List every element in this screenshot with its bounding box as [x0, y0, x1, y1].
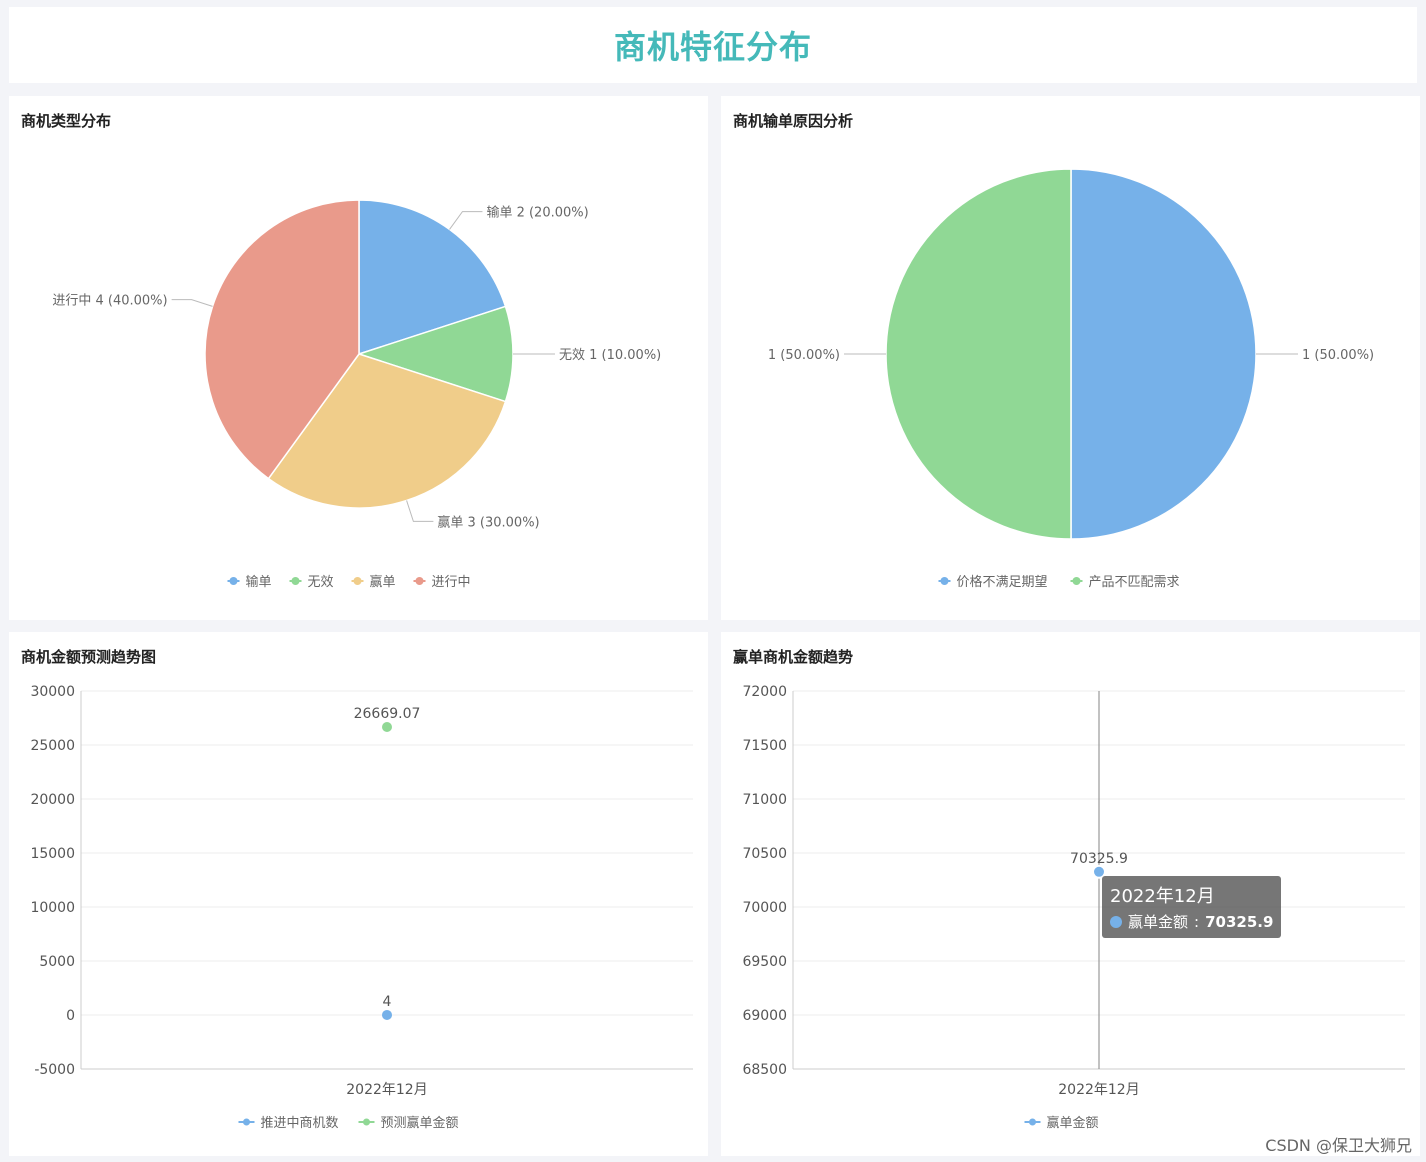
y-tick-label: 71000 — [742, 792, 787, 808]
legend-item: 无效 — [308, 575, 334, 590]
y-tick-label: 10000 — [30, 900, 75, 916]
type-pie-chart: 输单 2 (20.00%) 无效 1 (10.00%) 赢单 3 (30.00%) 进… — [52, 199, 661, 590]
slice-label: 赢单 3 (30.00%) — [437, 514, 539, 530]
y-tick-label: 71500 — [742, 738, 787, 754]
legend-item: 推进中商机数 — [261, 1116, 339, 1131]
slice-label: 1 (50.00%) — [768, 348, 840, 363]
y-tick-label: 15000 — [30, 846, 75, 862]
data-point — [382, 1009, 392, 1020]
y-tick-label: 30000 — [30, 684, 75, 700]
label-leader-line — [171, 299, 213, 307]
legend-item: 赢单金额 — [1047, 1115, 1099, 1131]
header-panel: 商机特征分布 — [9, 7, 1417, 83]
panel-title: 商机金额预测趋势图 — [21, 648, 157, 666]
tooltip-series-dot — [1110, 915, 1122, 928]
legend-marker — [229, 577, 238, 585]
pie-slice — [267, 353, 507, 509]
legend-marker — [243, 1118, 250, 1126]
slice-label: 输单 2 (20.00%) — [486, 205, 588, 221]
y-tick-label: 20000 — [30, 792, 75, 808]
y-tick-label: 5000 — [39, 954, 75, 970]
legend-item: 产品不匹配需求 — [1089, 575, 1180, 590]
panel-title: 商机类型分布 — [21, 112, 112, 130]
data-point — [1092, 864, 1106, 879]
legend-item: 进行中 — [432, 575, 471, 590]
type-distribution-panel: 商机类型分布 输单 2 (20.00%) 无效 1 (10.00%) 赢单 3 (3… — [9, 96, 708, 620]
legend-marker — [1029, 1118, 1036, 1126]
y-tick-label: 25000 — [30, 738, 75, 754]
chart-tooltip: 2022年12月 赢单金额:70325.9 — [1102, 876, 1282, 938]
panel-title: 商机输单原因分析 — [733, 112, 854, 130]
y-tick-label: 69500 — [742, 954, 787, 970]
tooltip-date: 2022年12月 — [1110, 886, 1215, 907]
x-tick-label: 2022年12月 — [1058, 1082, 1139, 1098]
y-tick-label: 70500 — [742, 846, 787, 862]
data-label: 4 — [383, 994, 392, 1010]
loss-reason-panel: 商机输单原因分析 1 (50.00%) 1 (50.00%) 价格不满足期望 产品不匹… — [721, 96, 1420, 620]
y-tick-label: 70000 — [742, 900, 787, 916]
legend-item: 输单 — [246, 574, 272, 590]
pie-slice — [356, 305, 514, 403]
y-tick-label: -5000 — [34, 1062, 75, 1078]
x-tick-label: 2022年12月 — [346, 1082, 427, 1098]
legend-marker — [291, 577, 300, 585]
slice-label: 进行中 4 (40.00%) — [52, 294, 167, 309]
legend-item: 价格不满足期望 — [957, 574, 1048, 590]
legend-marker — [1072, 577, 1081, 585]
pie-slice — [358, 199, 507, 356]
legend-marker — [415, 577, 424, 585]
tooltip-series-name: 赢单金额 — [1128, 913, 1189, 931]
y-tick-label: 68500 — [742, 1062, 787, 1078]
legend-marker — [353, 577, 362, 585]
y-tick-label: 0 — [66, 1008, 75, 1024]
pie-slice — [885, 168, 1072, 540]
slice-label: 1 (50.00%) — [1302, 348, 1374, 363]
label-leader-line — [406, 500, 434, 522]
data-label: 70325.9 — [1070, 851, 1128, 867]
watermark: CSDN @保卫大狮兄 — [1265, 1136, 1412, 1155]
y-tick-label: 72000 — [742, 684, 787, 700]
data-point — [382, 721, 392, 732]
panel-title: 赢单商机金额趋势 — [733, 648, 854, 666]
label-leader-line — [449, 211, 483, 230]
legend-item: 赢单 — [370, 574, 396, 590]
loss-reason-pie-chart: 1 (50.00%) 1 (50.00%) 价格不满足期望 产品不匹配需求 — [768, 168, 1374, 590]
y-tick-label: 69000 — [742, 1008, 787, 1024]
tooltip-row: 赢单金额:70325.9 — [1110, 911, 1273, 932]
win-trend-line-chart: 72000 71500 71000 70500 70000 69500 69000 68500… — [742, 684, 1405, 1131]
data-label: 26669.07 — [354, 706, 421, 722]
forecast-panel: 商机金额预测趋势图 30000 25000 20000 15000 10000 5000 0… — [9, 632, 708, 1156]
forecast-line-chart: 30000 25000 20000 15000 10000 5000 0 -5000 2022年… — [30, 684, 693, 1131]
slice-label: 无效 1 (10.00%) — [559, 348, 661, 363]
tooltip-value: 70325.9 — [1205, 912, 1274, 931]
legend-marker — [363, 1118, 370, 1126]
legend-marker — [940, 577, 949, 585]
pie-slice — [1070, 168, 1257, 540]
legend-item: 预测赢单金额 — [381, 1115, 459, 1131]
win-trend-panel: 赢单商机金额趋势 72000 71500 71000 70500 70000 69500 6… — [721, 632, 1420, 1156]
page-title: 商机特征分布 — [613, 28, 812, 66]
